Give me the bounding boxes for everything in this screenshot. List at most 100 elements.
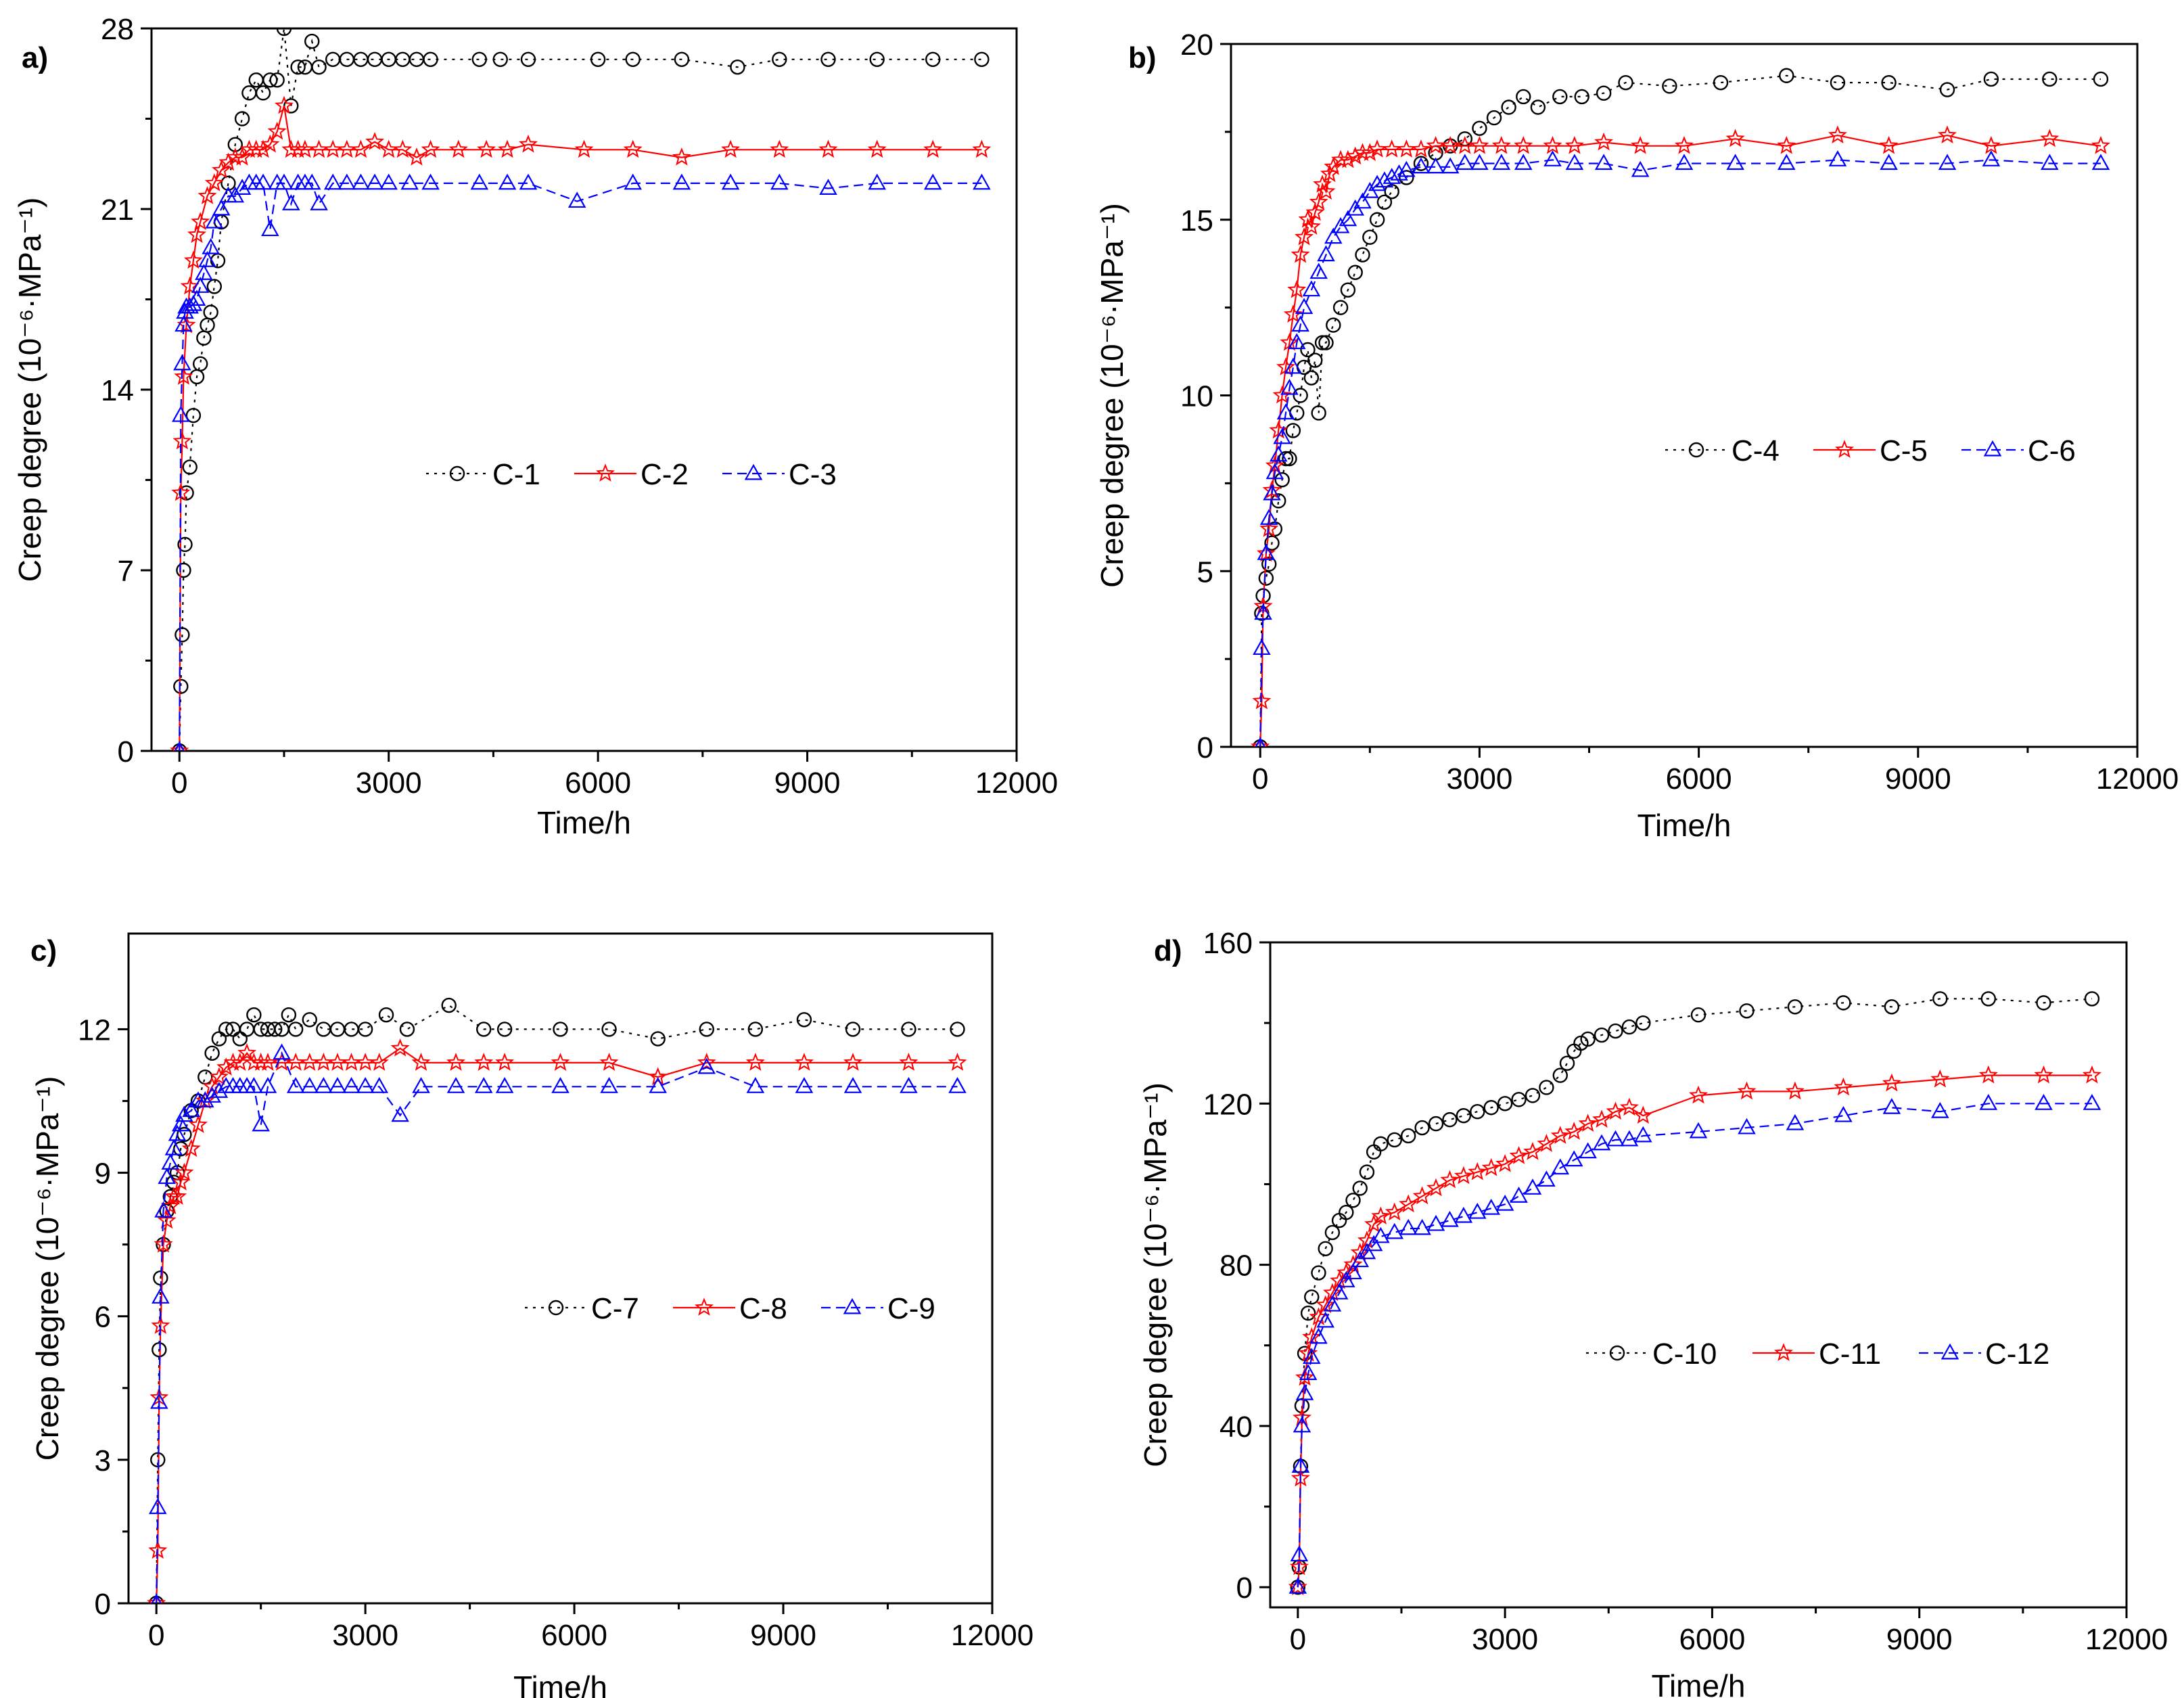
y-tick-label: 80 [1219, 1249, 1253, 1283]
legend-marker [1609, 1345, 1625, 1361]
data-point [173, 354, 191, 371]
data-point [1412, 139, 1431, 158]
y-tick-label: 28 [101, 13, 134, 46]
data-point [650, 1031, 666, 1047]
data-point [2034, 1065, 2053, 1084]
data-point [1539, 1080, 1554, 1095]
data-point [1314, 335, 1330, 350]
data-point [1390, 164, 1408, 181]
data-point [203, 1086, 221, 1103]
data-point [1269, 445, 1288, 462]
data-point [496, 1022, 513, 1037]
data-point [843, 1077, 862, 1093]
x-tick-label: 3000 [1472, 1623, 1538, 1656]
data-point [1690, 1007, 1706, 1023]
data-point [1338, 150, 1357, 168]
legend-item: C-11 [1752, 1337, 1881, 1371]
data-point [1371, 1206, 1391, 1225]
data-point [147, 1593, 166, 1603]
data-point [948, 1077, 967, 1093]
data-point [1397, 160, 1416, 177]
data-point [205, 212, 224, 229]
plot-frame [1269, 941, 2128, 1609]
data-point [223, 1053, 243, 1071]
data-point [1303, 370, 1320, 386]
data-point [1564, 1150, 1583, 1167]
x-tick-label: 9000 [774, 766, 841, 800]
data-point [1882, 1098, 1901, 1114]
data-point [1486, 110, 1502, 126]
data-point [302, 173, 321, 190]
data-point [1413, 1218, 1431, 1235]
x-tick-label: 6000 [565, 766, 631, 800]
data-point [255, 85, 271, 101]
legend-marker [1688, 442, 1704, 458]
data-point [1274, 472, 1290, 488]
data-point [923, 139, 943, 158]
data-point [1382, 139, 1401, 158]
data-point [1579, 1142, 1597, 1159]
data-point [1387, 1132, 1402, 1148]
y-tick-label: 40 [1219, 1410, 1253, 1444]
data-point [1307, 352, 1323, 368]
data-point [338, 173, 356, 190]
data-point [1456, 154, 1474, 170]
data-point [1978, 1065, 1998, 1084]
data-point [973, 173, 991, 190]
data-point [173, 679, 189, 694]
data-point [899, 1053, 919, 1071]
data-point [497, 139, 517, 158]
data-point [867, 139, 887, 158]
data-point [1578, 1114, 1598, 1132]
data-point [1787, 999, 1803, 1015]
data-point [519, 134, 538, 153]
data-point [1456, 1107, 1472, 1124]
x-tick-label: 6000 [1666, 762, 1732, 796]
data-point [1564, 1122, 1584, 1140]
legend-label: C-3 [789, 458, 837, 491]
data-point [1470, 154, 1489, 170]
data-point [2036, 995, 2051, 1011]
x-tick-label: 6000 [541, 1619, 607, 1652]
data-point [1530, 99, 1546, 115]
data-point [234, 111, 250, 127]
data-point [1786, 1114, 1805, 1130]
data-point [1256, 543, 1276, 562]
data-point [1375, 171, 1394, 188]
legend-marker [449, 465, 465, 482]
data-point [233, 147, 252, 166]
data-point [974, 51, 990, 67]
legend-marker [694, 1298, 714, 1316]
data-point [1881, 74, 1897, 91]
data-point [309, 139, 329, 158]
y-axis-title: Creep degree (10⁻⁶·MPa⁻¹) [1094, 203, 1130, 588]
data-point [1326, 317, 1341, 333]
data-point [1440, 1170, 1460, 1189]
x-tick-label: 3000 [356, 766, 422, 800]
y-axis-title: Creep degree (10⁻⁶·MPa⁻¹) [1138, 1082, 1173, 1467]
data-point [1337, 1271, 1355, 1287]
data-point [168, 1187, 187, 1205]
data-point [300, 1077, 319, 1093]
data-point [267, 1022, 283, 1037]
data-point [1828, 125, 1847, 144]
data-point [1272, 385, 1292, 404]
data-point [171, 1172, 191, 1191]
data-point [406, 147, 427, 166]
data-point [1300, 342, 1316, 358]
data-point [352, 173, 370, 190]
y-tick-label: 14 [101, 374, 134, 407]
data-point [1347, 265, 1363, 280]
data-point [1525, 1088, 1541, 1103]
y-tick-label: 0 [1236, 1571, 1253, 1605]
x-axis-title: Time/h [1652, 1668, 1746, 1698]
y-tick-label: 9 [95, 1157, 111, 1191]
data-point [304, 33, 320, 49]
data-point [1265, 455, 1284, 474]
data-point [1369, 212, 1385, 227]
data-point [365, 173, 384, 190]
data-point [2083, 1094, 2101, 1110]
data-point [310, 194, 328, 210]
data-point [337, 139, 356, 158]
legend-label: C-1 [492, 458, 540, 491]
